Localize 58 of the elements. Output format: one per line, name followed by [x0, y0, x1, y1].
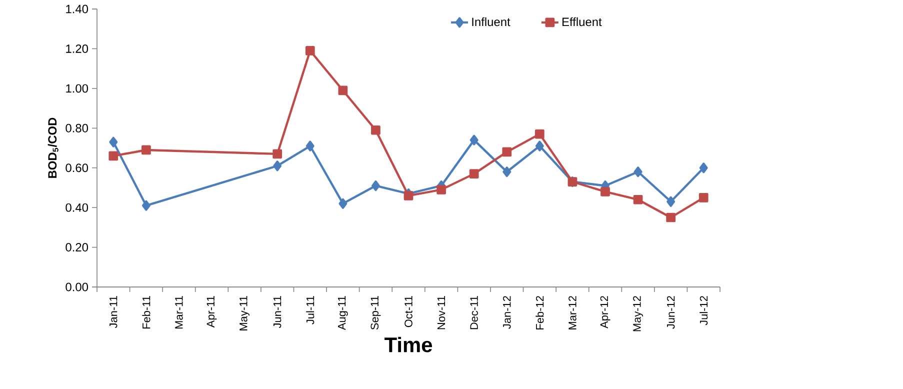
point — [109, 136, 118, 148]
legend-label: Influent — [472, 17, 510, 26]
point — [371, 125, 380, 135]
point — [469, 169, 479, 178]
point — [666, 212, 676, 222]
x-tick-label: Oct-11 — [404, 296, 412, 328]
point — [273, 160, 282, 172]
y-tick-label: 0.80 — [66, 124, 88, 132]
x-tick-label: Dec-11 — [470, 296, 478, 330]
x-tick-label: Mar-12 — [568, 296, 576, 330]
y-tick-label: 1.20 — [66, 44, 88, 53]
x-tick-label: Jun-11 — [274, 296, 282, 328]
point — [272, 149, 282, 159]
y-tick-label: 0.20 — [66, 243, 88, 252]
point — [698, 192, 708, 202]
point — [142, 200, 150, 211]
x-tick-label: May-11 — [240, 296, 250, 330]
y-tick-label: 0.60 — [66, 164, 88, 172]
x-tick-label: Jan-11 — [110, 296, 118, 328]
y-tick-label: 0.40 — [66, 203, 88, 212]
y-axis-title: BOD$_{5}$/COD — [48, 118, 58, 178]
point — [534, 129, 544, 139]
point — [108, 151, 118, 161]
x-tick-label: May-12 — [633, 296, 643, 332]
x-tick-label: Aug-11 — [338, 296, 348, 330]
x-tick-label: Jul-11 — [306, 296, 314, 324]
point — [371, 180, 380, 192]
point — [305, 46, 315, 56]
x-tick-label: Jan-12 — [503, 296, 511, 329]
point — [699, 162, 708, 174]
point — [535, 140, 544, 152]
point — [634, 166, 642, 178]
x-tick-label: Feb-11 — [142, 296, 150, 329]
x-tick-label: Feb-12 — [536, 296, 544, 330]
legend-label: Effluent — [562, 17, 602, 26]
x-tick-label: Sep-11 — [370, 296, 381, 330]
point — [306, 140, 314, 152]
x-tick-label: Jun-12 — [666, 296, 675, 329]
x-tick-label: Jul-12 — [700, 296, 708, 326]
x-tick-label: Mar-11 — [175, 296, 183, 329]
point — [633, 194, 643, 204]
point — [600, 187, 610, 196]
point — [436, 185, 446, 194]
point — [666, 196, 676, 207]
y-tick-label: 0.00 — [66, 282, 88, 292]
y-tick-label: 1.40 — [66, 4, 88, 14]
point — [404, 190, 414, 200]
point — [338, 198, 348, 209]
x-axis-title: Time — [384, 336, 432, 352]
point — [142, 145, 151, 155]
y-tick-label: 1.00 — [66, 84, 88, 93]
x-tick-label: Apr-11 — [206, 296, 217, 328]
point — [502, 166, 512, 178]
x-tick-label: Apr-12 — [600, 296, 610, 328]
point — [502, 147, 512, 157]
point — [470, 134, 478, 146]
x-tick-label: Nov-11 — [437, 296, 446, 330]
point — [338, 86, 348, 96]
